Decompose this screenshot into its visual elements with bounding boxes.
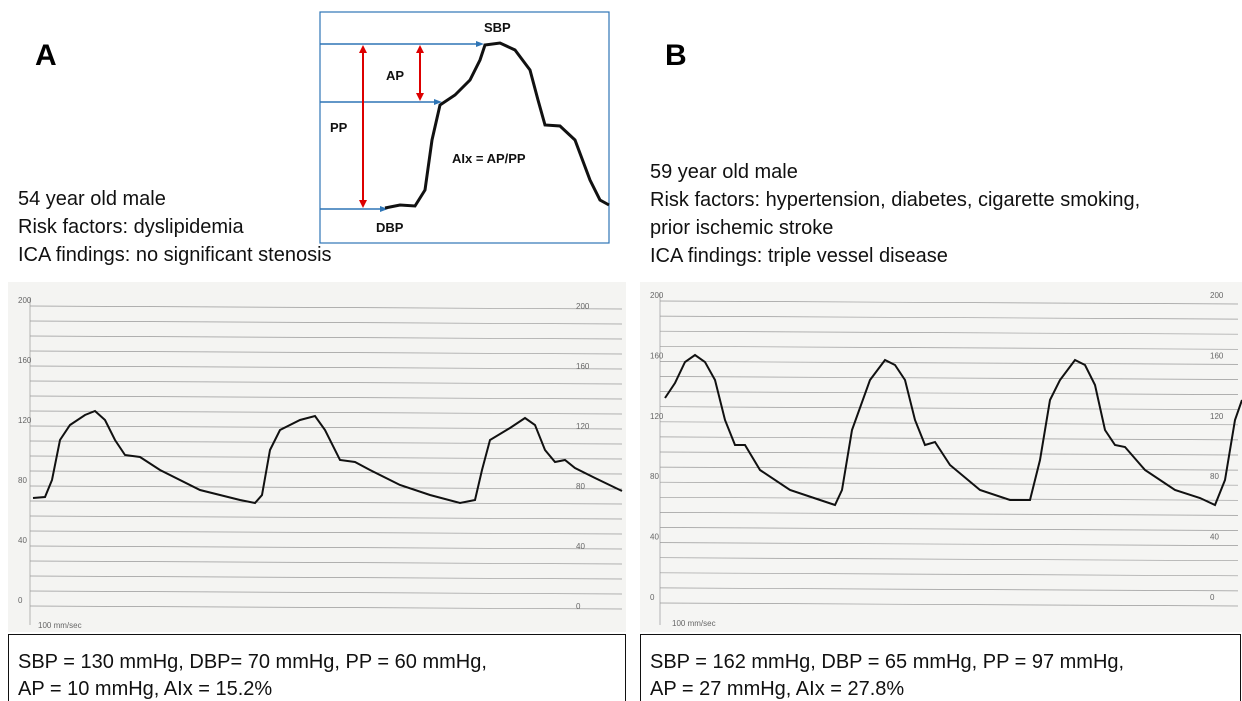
formula-label: AIx = AP/PP (452, 151, 526, 166)
description-line: 59 year old male (650, 161, 798, 183)
pp-label: PP (330, 120, 348, 135)
summary-line: SBP = 162 mmHg, DBP = 65 mmHg, PP = 97 m… (650, 651, 1124, 673)
panel-label: B (665, 39, 687, 72)
scale-label: 120 (576, 422, 590, 431)
sbp-label: SBP (484, 20, 511, 35)
trace-paper (640, 282, 1242, 632)
scale-label: 120 (650, 412, 664, 421)
description-line: Risk factors: dyslipidemia (18, 216, 245, 238)
summary-line: AP = 27 mmHg, AIx = 27.8% (650, 678, 904, 700)
scale-label: 200 (1210, 291, 1224, 300)
figure: SBP AP PP AIx = AP/PP DBP A B 100 mm/sec… (0, 0, 1242, 701)
scale-label: 160 (650, 351, 664, 360)
speed-label: 100 mm/sec (38, 621, 82, 630)
description-line: ICA findings: no significant stenosis (18, 244, 332, 266)
scale-label: 0 (576, 602, 581, 611)
scale-label: 80 (576, 482, 585, 491)
description-line: prior ischemic stroke (650, 217, 833, 239)
summary-line: SBP = 130 mmHg, DBP= 70 mmHg, PP = 60 mm… (18, 651, 487, 673)
scale-label: 80 (1210, 472, 1219, 481)
scale-label: 0 (650, 593, 655, 602)
scale-label: 40 (576, 542, 585, 551)
description-line: ICA findings: triple vessel disease (650, 245, 948, 267)
scale-label: 0 (1210, 593, 1215, 602)
scale-label: 40 (650, 533, 659, 542)
scale-label: 160 (576, 362, 590, 371)
scale-label: 80 (18, 476, 27, 485)
scale-label: 0 (18, 596, 23, 605)
scale-label: 40 (18, 536, 27, 545)
scale-label: 200 (650, 291, 664, 300)
scale-label: 160 (1210, 351, 1224, 360)
scale-label: 200 (18, 296, 32, 305)
scale-label: 120 (1210, 412, 1224, 421)
speed-label: 100 mm/sec (672, 619, 716, 628)
scale-label: 80 (650, 472, 659, 481)
summary-line: AP = 10 mmHg, AIx = 15.2% (18, 678, 272, 700)
scale-label: 120 (18, 416, 32, 425)
scale-label: 200 (576, 302, 590, 311)
description-line: Risk factors: hypertension, diabetes, ci… (650, 189, 1140, 211)
description-line: 54 year old male (18, 188, 166, 210)
scale-label: 160 (18, 356, 32, 365)
panel-label: A (35, 39, 57, 72)
trace-paper (8, 282, 626, 632)
scale-label: 40 (1210, 533, 1219, 542)
dbp-label: DBP (376, 220, 404, 235)
ap-label: AP (386, 68, 404, 83)
